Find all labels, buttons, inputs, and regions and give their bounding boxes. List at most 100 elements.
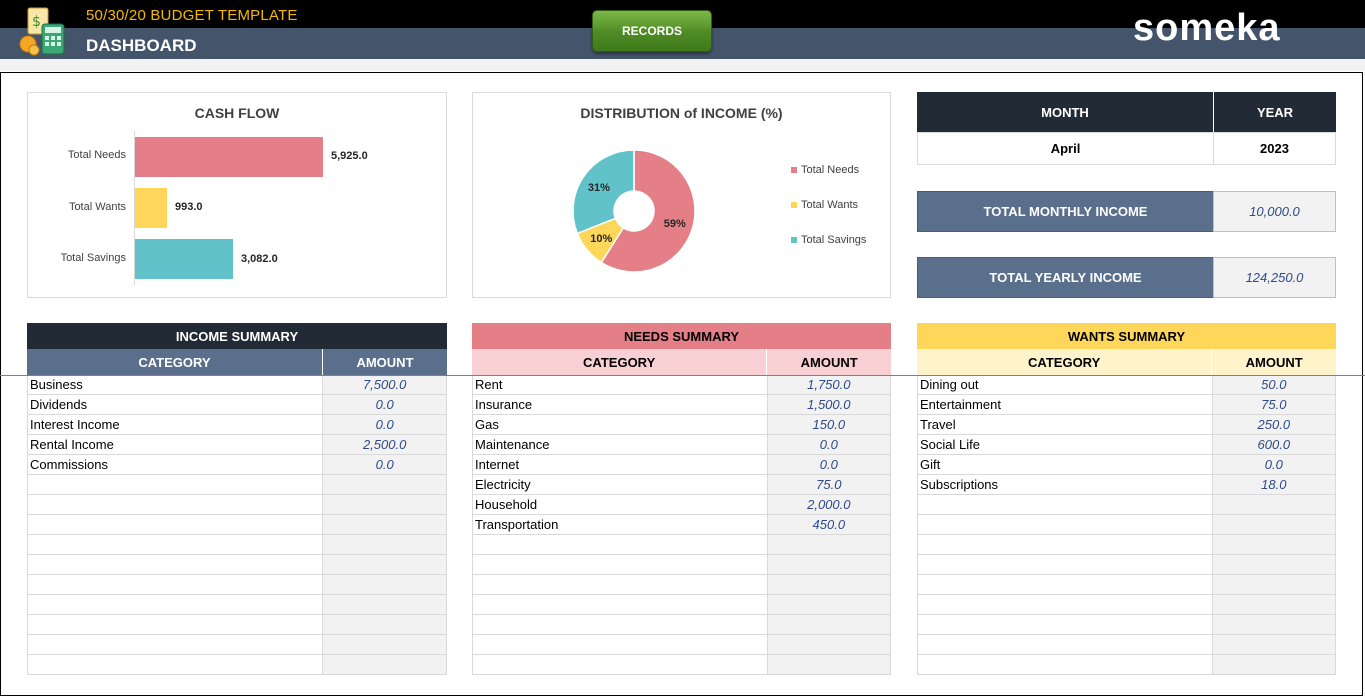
amount-cell[interactable]: [323, 615, 447, 634]
category-cell[interactable]: Maintenance: [473, 435, 768, 454]
amount-cell[interactable]: [1212, 655, 1336, 674]
amount-cell[interactable]: [1212, 535, 1336, 554]
amount-cell[interactable]: [767, 615, 891, 634]
amount-cell[interactable]: [323, 655, 447, 674]
table-row: [472, 615, 891, 635]
category-cell[interactable]: [918, 635, 1213, 654]
category-cell[interactable]: Electricity: [473, 475, 768, 494]
amount-cell[interactable]: 0.0: [323, 455, 447, 474]
category-cell[interactable]: [473, 535, 768, 554]
amount-cell[interactable]: [767, 555, 891, 574]
amount-cell[interactable]: 1,500.0: [767, 395, 891, 414]
amount-cell[interactable]: [1212, 635, 1336, 654]
category-cell[interactable]: Household: [473, 495, 768, 514]
category-cell[interactable]: Interest Income: [28, 415, 324, 434]
category-cell[interactable]: [28, 535, 324, 554]
category-cell[interactable]: [473, 655, 768, 674]
amount-cell[interactable]: 75.0: [1212, 395, 1336, 414]
amount-cell[interactable]: [767, 635, 891, 654]
category-cell[interactable]: [28, 495, 324, 514]
amount-cell[interactable]: [1212, 595, 1336, 614]
category-cell[interactable]: [473, 615, 768, 634]
category-cell[interactable]: [918, 555, 1213, 574]
category-cell[interactable]: [918, 495, 1213, 514]
amount-cell[interactable]: [767, 595, 891, 614]
amount-cell[interactable]: 0.0: [323, 395, 447, 414]
year-value[interactable]: 2023: [1213, 132, 1336, 165]
amount-cell[interactable]: 2,000.0: [767, 495, 891, 514]
category-cell[interactable]: Travel: [918, 415, 1213, 434]
amount-cell[interactable]: [767, 535, 891, 554]
category-cell[interactable]: [28, 615, 324, 634]
category-cell[interactable]: [473, 635, 768, 654]
amount-cell[interactable]: 0.0: [323, 415, 447, 434]
category-cell[interactable]: [918, 595, 1213, 614]
amount-cell[interactable]: [323, 515, 447, 534]
amount-cell[interactable]: 0.0: [767, 435, 891, 454]
amount-cell[interactable]: 18.0: [1212, 475, 1336, 494]
category-cell[interactable]: [473, 555, 768, 574]
category-cell[interactable]: [28, 555, 324, 574]
category-cell[interactable]: [28, 635, 324, 654]
amount-cell[interactable]: 0.0: [767, 455, 891, 474]
amount-cell[interactable]: 50.0: [1212, 375, 1336, 394]
income-summary-table: INCOME SUMMARY CATEGORY AMOUNT Business 7…: [27, 323, 447, 675]
category-cell[interactable]: Subscriptions: [918, 475, 1213, 494]
records-button[interactable]: RECORDS: [592, 10, 712, 52]
category-cell[interactable]: Commissions: [28, 455, 324, 474]
month-value[interactable]: April: [917, 132, 1214, 165]
amount-cell[interactable]: [323, 555, 447, 574]
category-cell[interactable]: [28, 515, 324, 534]
category-cell[interactable]: Transportation: [473, 515, 768, 534]
category-cell[interactable]: Business: [28, 375, 324, 394]
category-cell[interactable]: Social Life: [918, 435, 1213, 454]
amount-cell[interactable]: 1,750.0: [767, 375, 891, 394]
amount-cell[interactable]: 75.0: [767, 475, 891, 494]
amount-cell[interactable]: [1212, 495, 1336, 514]
amount-cell[interactable]: [767, 575, 891, 594]
category-cell[interactable]: Internet: [473, 455, 768, 474]
amount-cell[interactable]: 2,500.0: [323, 435, 447, 454]
category-cell[interactable]: Gas: [473, 415, 768, 434]
category-cell[interactable]: [918, 615, 1213, 634]
amount-cell[interactable]: [1212, 615, 1336, 634]
amount-cell[interactable]: 7,500.0: [323, 375, 447, 394]
category-cell[interactable]: [473, 575, 768, 594]
amount-cell[interactable]: 150.0: [767, 415, 891, 434]
category-cell[interactable]: [28, 655, 324, 674]
category-cell[interactable]: Rental Income: [28, 435, 324, 454]
amount-cell[interactable]: [1212, 575, 1336, 594]
amount-cell[interactable]: [323, 595, 447, 614]
category-cell[interactable]: [28, 475, 324, 494]
amount-cell[interactable]: [323, 635, 447, 654]
category-cell[interactable]: [28, 595, 324, 614]
amount-cell[interactable]: [1212, 555, 1336, 574]
category-cell[interactable]: Rent: [473, 375, 768, 394]
category-cell[interactable]: Dividends: [28, 395, 324, 414]
category-cell[interactable]: [918, 655, 1213, 674]
amount-cell[interactable]: [323, 495, 447, 514]
table-row: [27, 615, 447, 635]
amount-cell[interactable]: [767, 655, 891, 674]
amount-cell[interactable]: 450.0: [767, 515, 891, 534]
amount-cell[interactable]: 0.0: [1212, 455, 1336, 474]
amount-cell[interactable]: 250.0: [1212, 415, 1336, 434]
category-cell[interactable]: [473, 595, 768, 614]
amount-cell[interactable]: [323, 575, 447, 594]
category-cell[interactable]: [918, 535, 1213, 554]
category-cell[interactable]: Entertainment: [918, 395, 1213, 414]
amount-cell[interactable]: [323, 535, 447, 554]
legend-wants: Total Wants: [791, 199, 858, 211]
amount-cell[interactable]: 600.0: [1212, 435, 1336, 454]
category-cell[interactable]: Insurance: [473, 395, 768, 414]
amount-cell[interactable]: [1212, 515, 1336, 534]
category-cell[interactable]: Gift: [918, 455, 1213, 474]
category-cell[interactable]: [918, 515, 1213, 534]
category-cell[interactable]: [918, 575, 1213, 594]
table-row: [27, 535, 447, 555]
category-cell[interactable]: [28, 575, 324, 594]
amount-cell[interactable]: [323, 475, 447, 494]
bar-label-needs: Total Needs: [67, 149, 126, 161]
category-cell[interactable]: Dining out: [918, 375, 1213, 394]
needs-summary-rows: Rent 1,750.0 Insurance 1,500.0 Gas 150.0 Maint…: [472, 375, 891, 675]
